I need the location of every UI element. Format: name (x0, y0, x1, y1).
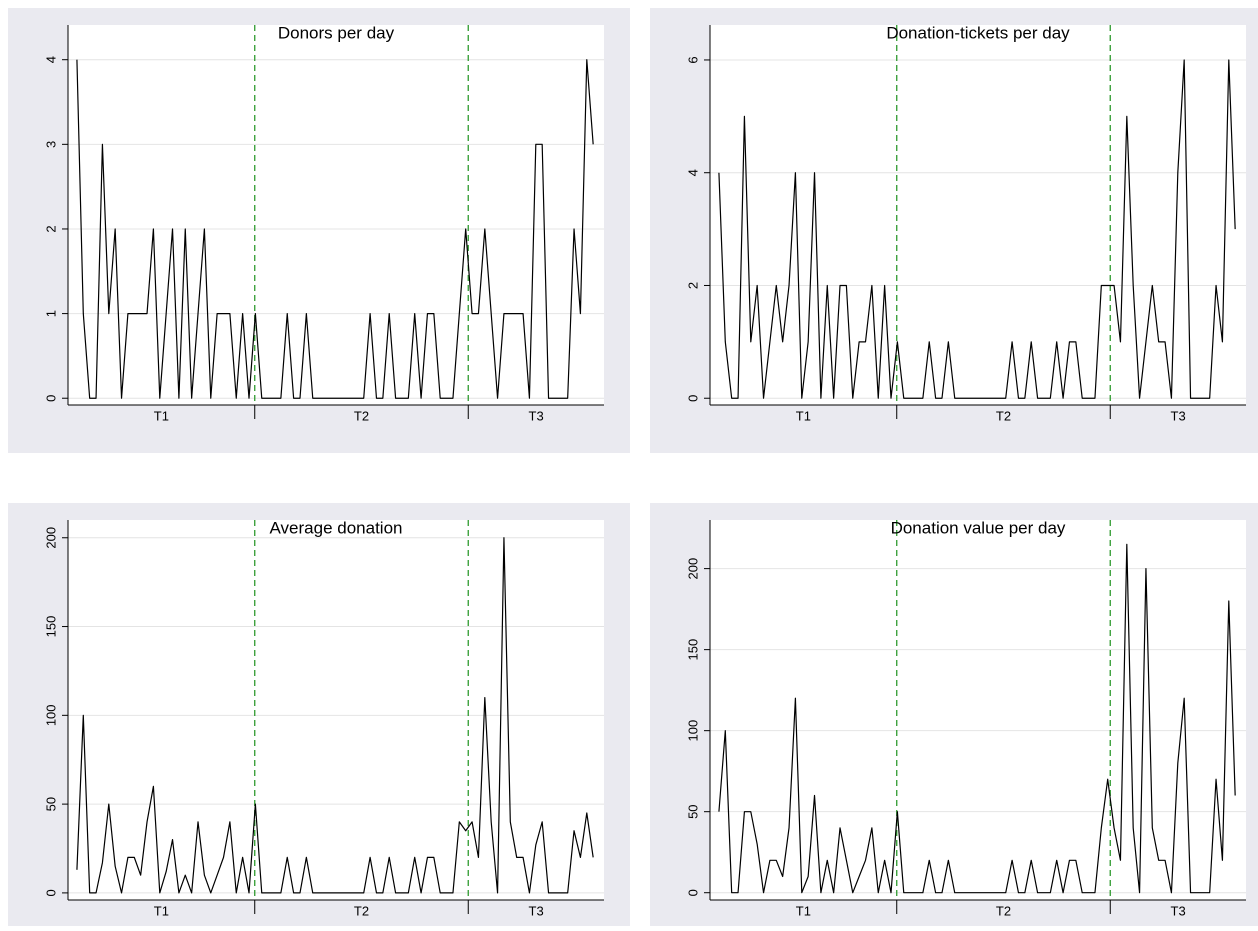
chart-title: Donors per day (278, 23, 395, 42)
plot-area (68, 520, 604, 900)
phase-label: T3 (1171, 903, 1186, 918)
chart-title: Donation value per day (891, 518, 1066, 537)
plot-area (68, 25, 604, 405)
phase-label: T1 (796, 903, 811, 918)
y-tick-label: 100 (685, 720, 700, 742)
phase-label: T2 (354, 903, 369, 918)
panel: 0 50 100 150 200 T1 T2 T3 Average donation (8, 503, 630, 931)
plot-area (710, 520, 1246, 900)
y-tick-label: 1 (43, 310, 58, 317)
y-tick-label: 4 (43, 56, 58, 63)
data-line (718, 543, 1236, 894)
panel: 0 50 100 150 200 T1 T2 T3 Donation value per day (650, 503, 1258, 931)
chart-title: Donation-tickets per day (886, 23, 1070, 42)
y-tick-label: 0 (685, 395, 700, 402)
data-line (718, 59, 1236, 399)
y-tick-label: 50 (685, 804, 700, 818)
data-line (76, 59, 594, 399)
phase-label: T2 (354, 408, 369, 423)
phase-label: T1 (796, 408, 811, 423)
y-tick-label: 0 (685, 889, 700, 896)
y-tick-label: 3 (43, 141, 58, 148)
phase-label: T2 (996, 408, 1011, 423)
y-tick-label: 0 (43, 889, 58, 896)
phase-label: T3 (1171, 408, 1186, 423)
y-tick-label: 0 (43, 395, 58, 402)
y-tick-label: 50 (43, 797, 58, 811)
panel: 0 2 4 6 T1 T2 T3 Donation-tickets per day (650, 8, 1258, 453)
y-tick-label: 100 (43, 704, 58, 726)
phase-label: T3 (529, 408, 544, 423)
y-tick-label: 150 (685, 639, 700, 661)
data-line (76, 537, 594, 894)
phase-label: T1 (154, 903, 169, 918)
y-tick-label: 150 (43, 616, 58, 638)
phase-label: T2 (996, 903, 1011, 918)
phase-label: T1 (154, 408, 169, 423)
y-tick-label: 200 (43, 527, 58, 549)
y-tick-label: 200 (685, 558, 700, 580)
plot-area (710, 25, 1246, 405)
panel: 0 1 2 3 4 T1 T2 T3 Donors per day (8, 8, 630, 453)
y-tick-label: 2 (685, 282, 700, 289)
y-tick-label: 4 (685, 169, 700, 176)
y-tick-label: 6 (685, 56, 700, 63)
y-tick-label: 2 (43, 225, 58, 232)
chart-title: Average donation (270, 518, 403, 537)
phase-label: T3 (529, 903, 544, 918)
